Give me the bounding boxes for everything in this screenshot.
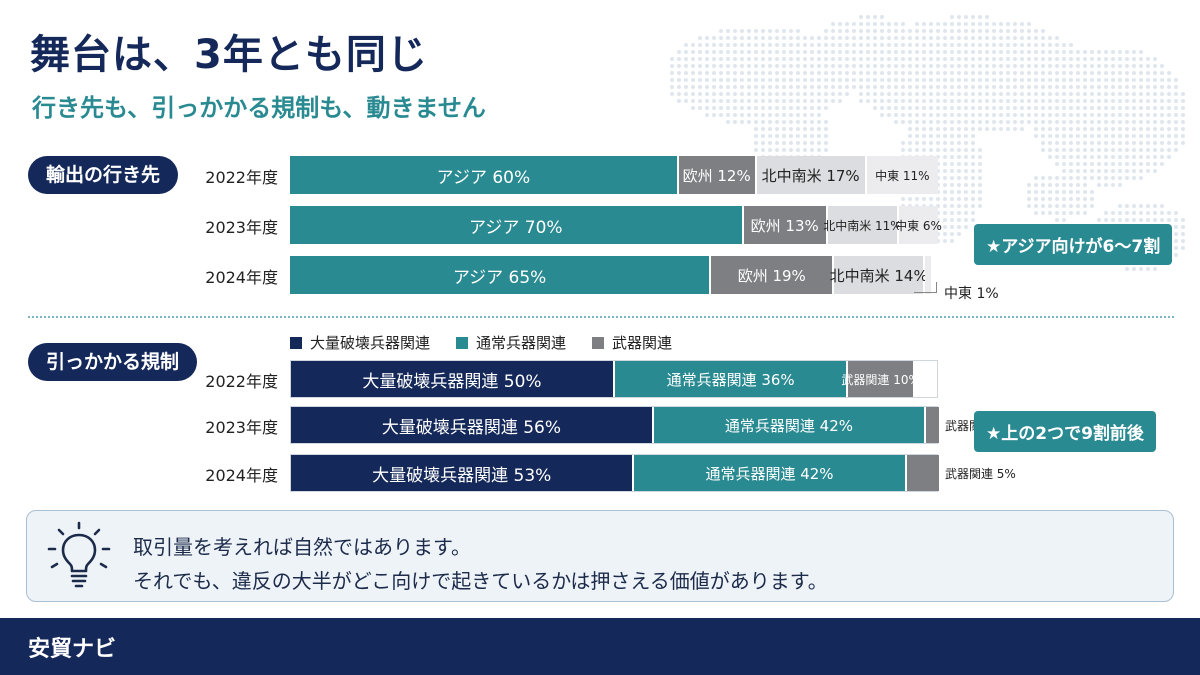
legend-label: 武器関連: [612, 334, 673, 352]
section-pill-regulations: 引っかかる規制: [28, 343, 198, 381]
bar-segment-アジア: アジア 65%: [290, 256, 712, 294]
bar-segment-武器関連: 武器関連 10%: [841, 361, 920, 397]
legend-swatch: [592, 336, 605, 349]
bar-segment-label: 北中南米 14%: [829, 266, 928, 285]
bar-segment-label: 中東 6%: [895, 218, 942, 233]
regulation-row-label: 2023年度: [205, 418, 278, 437]
export-row-label: 2023年度: [205, 218, 278, 237]
asia-share-badge: ★アジア向けが6～7割: [974, 224, 1173, 265]
bar-segment-中東: [925, 256, 932, 294]
bar-segment-label: 武器関連 10%: [841, 372, 920, 387]
export-row-label: 2024年度: [205, 268, 278, 287]
insight-note-box: 取引量を考えれば自然ではあります。 それでも、違反の大半がどこ向けで起きているか…: [26, 510, 1174, 602]
legend-item-weapons: 武器関連: [592, 332, 672, 353]
bar-segment-武器関連: 武器関連 5%: [906, 455, 1016, 491]
bar-segment-label: 中東 11%: [875, 168, 930, 183]
bar-segment-label: 通常兵器関連 42%: [724, 416, 853, 435]
bar-segment-中東: 中東 11%: [866, 156, 938, 194]
regulation-legend: 大量破壊兵器関連 通常兵器関連 武器関連: [290, 332, 672, 353]
callout-leader-line: [914, 282, 937, 293]
bar-segment-大量破壊兵器関連: 大量破壊兵器関連 53%: [291, 455, 635, 491]
bar-segment-label: 通常兵器関連 36%: [666, 370, 795, 389]
export-row-label: 2022年度: [205, 168, 278, 187]
bar-segment-中東: 中東 6%: [895, 206, 942, 244]
lightbulb-icon: [47, 521, 111, 588]
bar-segment-label: 大量破壊兵器関連 50%: [362, 371, 542, 392]
export-bar: アジア 70% 欧州 13% 北中南米 11% 中東 6%: [290, 206, 942, 244]
world-map-decoration: [670, 15, 1185, 271]
regulation-bar: 大量破壊兵器関連 53% 通常兵器関連 42% 武器関連 5%: [290, 454, 1016, 492]
footer-bar: 安貿ナビ: [0, 618, 1200, 675]
bar-segment-通常兵器関連: 通常兵器関連 36%: [615, 361, 849, 397]
footer-brand: 安貿ナビ: [28, 637, 117, 662]
bar-segment-アジア: アジア 60%: [290, 156, 679, 194]
bar-segment-大量破壊兵器関連: 大量破壊兵器関連 56%: [291, 407, 654, 443]
bar-segment-北中南米: 北中南米 17%: [756, 156, 867, 194]
bar-segment-アジア: アジア 70%: [290, 206, 744, 244]
bar-segment-label: アジア 65%: [452, 267, 547, 288]
legend-label: 通常兵器関連: [476, 334, 567, 352]
bar-segment-欧州: 欧州 19%: [711, 256, 835, 294]
bar-segment-label: アジア 70%: [469, 217, 563, 238]
note-line-1: 取引量を考えれば自然ではあります。: [133, 535, 471, 559]
middle-east-callout: 中東 1%: [944, 286, 999, 302]
bar-segment-北中南米: 北中南米 11%: [823, 206, 902, 244]
bar-segment-武器関連: 武器関連 2%: [926, 407, 1016, 443]
bar-segment-北中南米: 北中南米 14%: [830, 256, 928, 294]
bar-segment-label: 通常兵器関連 42%: [705, 464, 834, 483]
legend-item-conventional: 通常兵器関連: [456, 332, 566, 353]
regulation-bar: 大量破壊兵器関連 56% 通常兵器関連 42% 武器関連 2%: [290, 406, 1016, 444]
top-two-share-badge: ★上の2つで9割前後: [974, 411, 1156, 452]
regulation-bar: 大量破壊兵器関連 50% 通常兵器関連 36% 武器関連 10%: [290, 360, 938, 398]
bar-segment-label: 北中南米 11%: [823, 218, 902, 233]
legend-swatch: [290, 336, 302, 349]
bar-segment-欧州: 欧州 13%: [743, 206, 828, 244]
bar-segment-通常兵器関連: 通常兵器関連 42%: [634, 455, 907, 491]
bar-segment-大量破壊兵器関連: 大量破壊兵器関連 50%: [291, 361, 615, 397]
legend-item-wmd: 大量破壊兵器関連: [290, 332, 430, 353]
note-line-2: それでも、違反の大半がどこ向けで起きているかは押さえる価値があります。: [133, 569, 828, 593]
bar-segment-label: 欧州 12%: [682, 166, 751, 185]
export-bar: アジア 60% 欧州 12% 北中南米 17% 中東 11%: [290, 156, 938, 194]
regulation-row-label: 2024年度: [205, 466, 278, 485]
bar-segment-通常兵器関連: 通常兵器関連 42%: [653, 407, 927, 443]
bar-segment-label: 武器関連 5%: [944, 466, 1016, 481]
page-subtitle: 行き先も、引っかかる規制も、動きません: [32, 94, 486, 122]
bar-segment-label: 欧州 19%: [737, 266, 806, 285]
bar-segment-label: 大量破壊兵器関連 53%: [372, 465, 552, 486]
legend-label: 大量破壊兵器関連: [310, 334, 431, 352]
section-pill-export-destinations: 輸出の行き先: [28, 156, 179, 194]
bar-segment-label: アジア 60%: [436, 167, 531, 188]
export-bar: アジア 65% 欧州 19% 北中南米 14%: [290, 256, 938, 294]
page-title: 舞台は、3年とも同じ: [30, 32, 428, 78]
regulation-row-label: 2022年度: [205, 372, 278, 391]
bar-segment-label: 欧州 13%: [750, 216, 819, 235]
bar-segment-label: 大量破壊兵器関連 56%: [381, 417, 562, 438]
section-divider: [28, 316, 1174, 318]
bar-segment-label: 北中南米 17%: [761, 166, 860, 185]
legend-swatch: [456, 336, 469, 349]
bar-segment-欧州: 欧州 12%: [678, 156, 757, 194]
